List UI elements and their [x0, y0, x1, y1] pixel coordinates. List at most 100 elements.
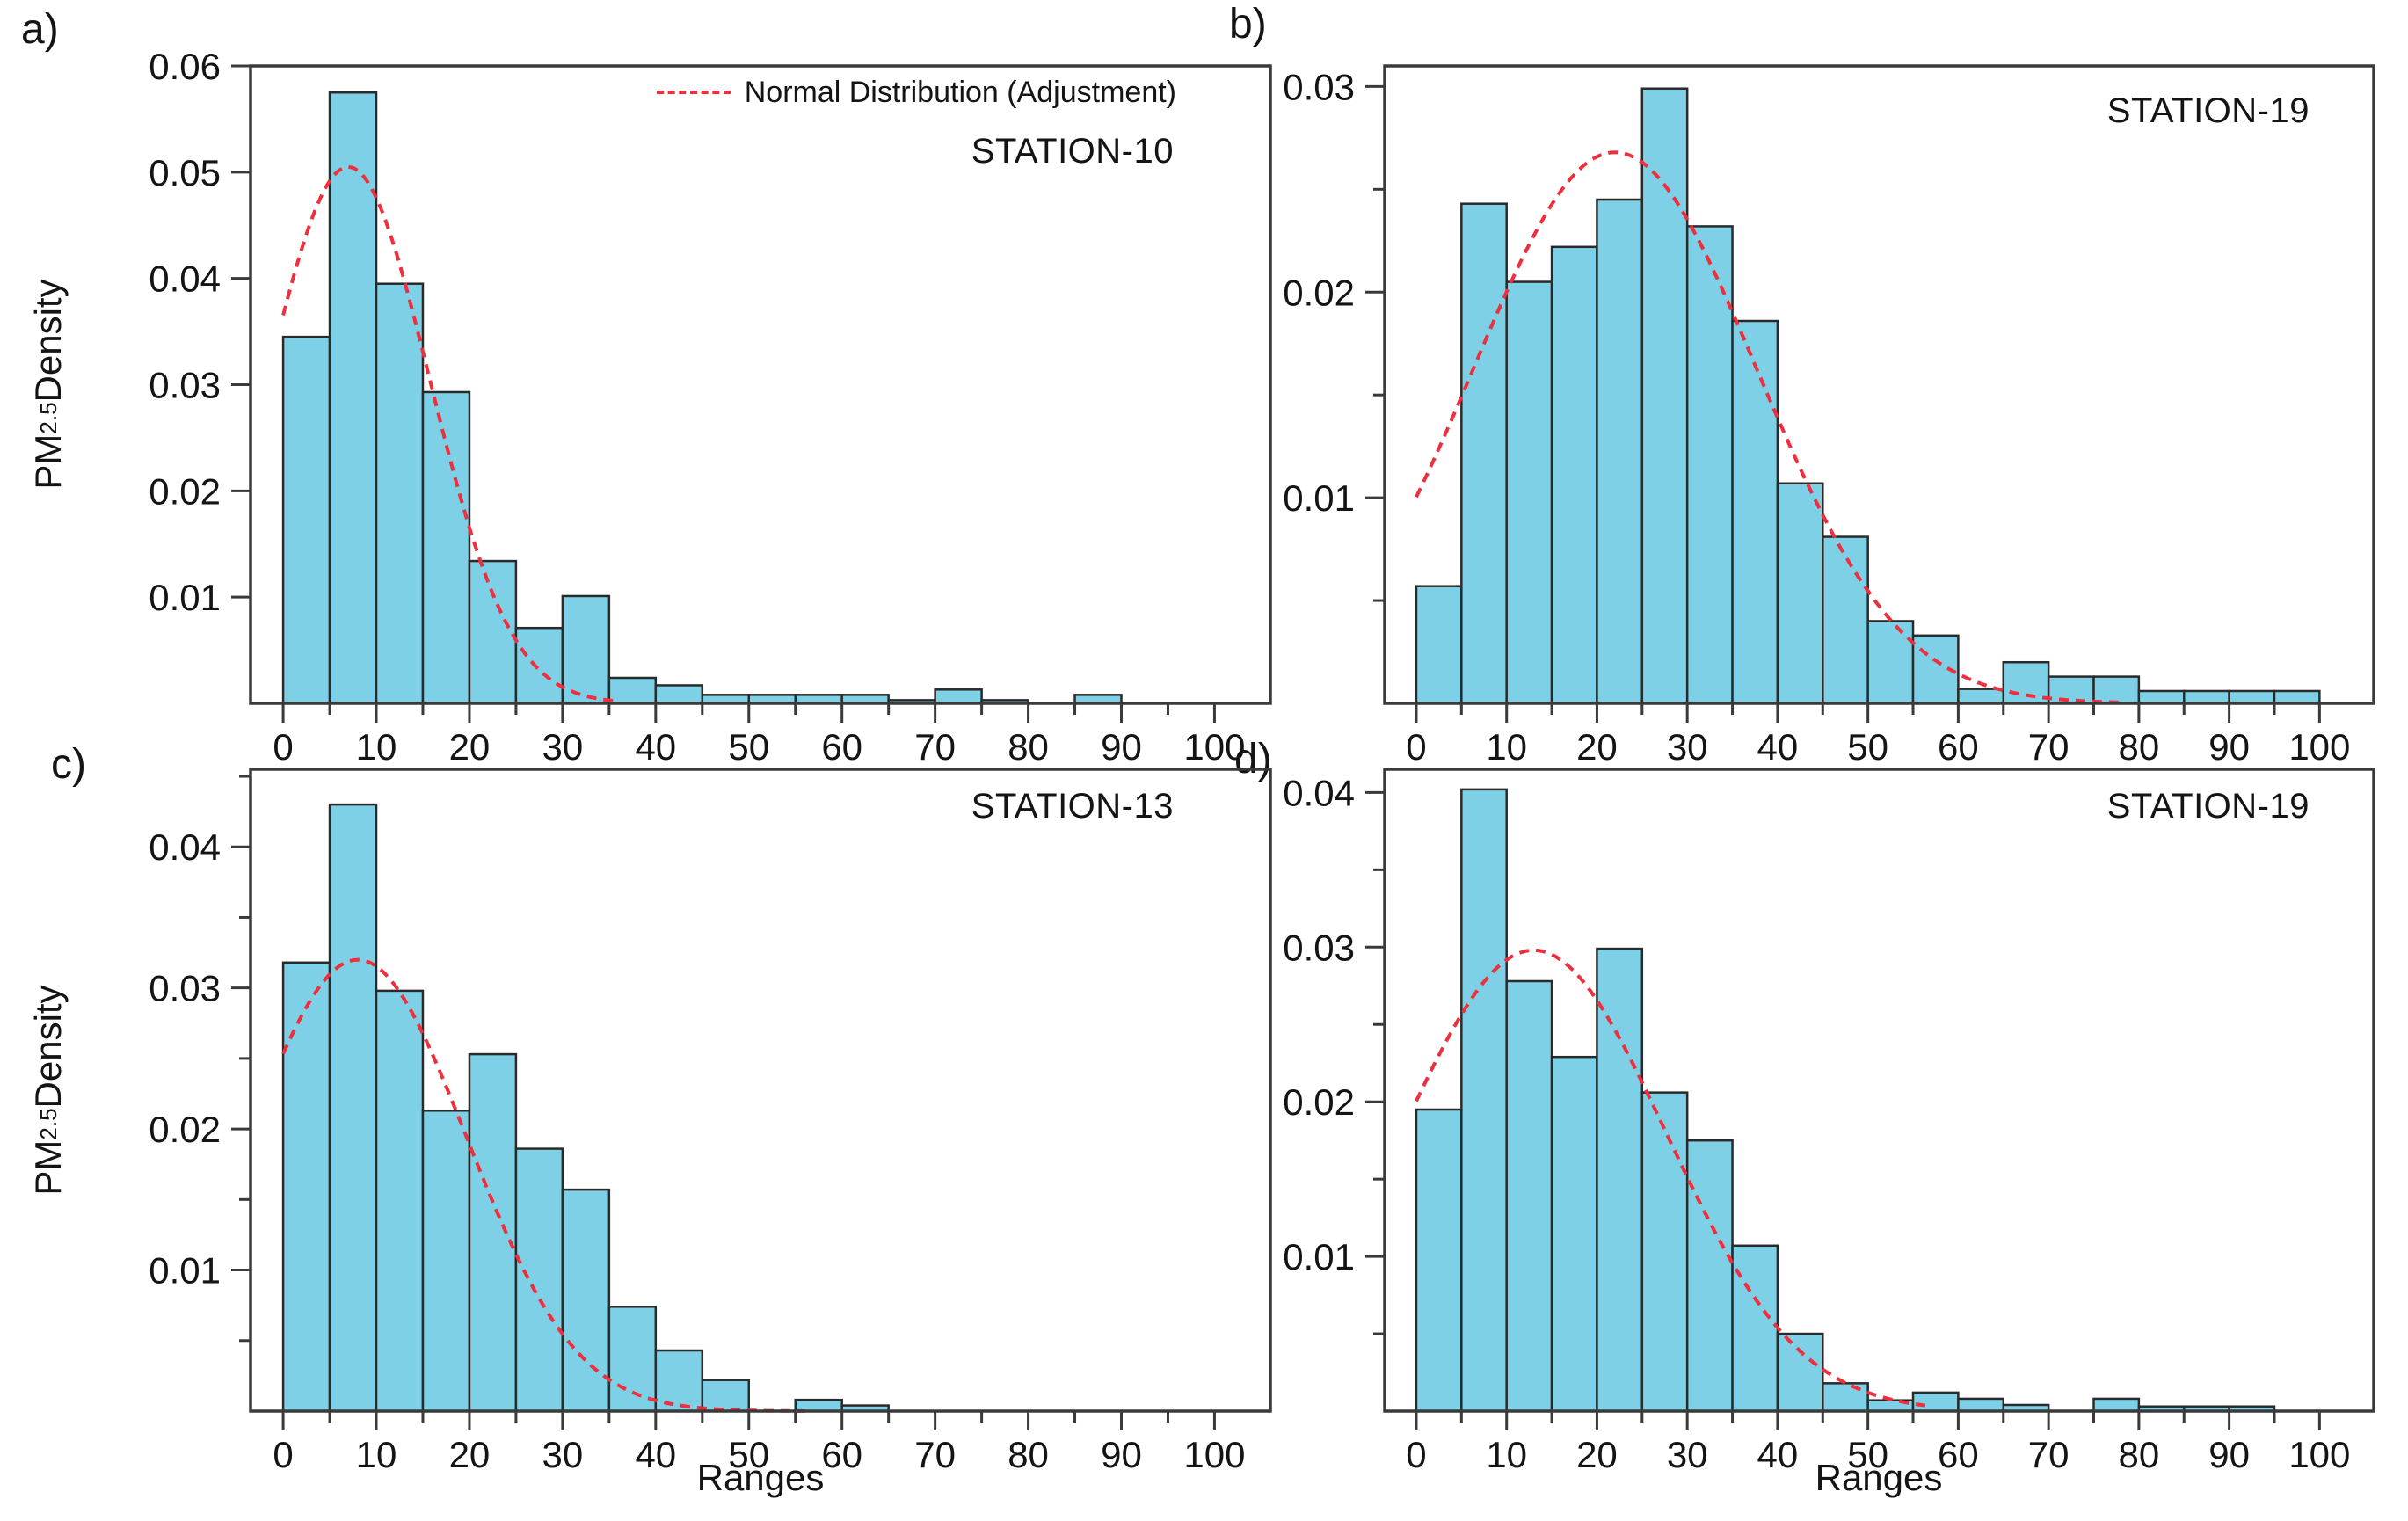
- x-tick-label: 30: [542, 1434, 584, 1475]
- x-tick-label: 70: [2028, 726, 2070, 768]
- histogram-bar: [2047, 675, 2095, 705]
- x-tick-label: 40: [1757, 726, 1799, 768]
- histogram-bar: [1596, 198, 1644, 705]
- x-tick-label: 50: [1847, 726, 1888, 768]
- histogram-bar: [1550, 1055, 1598, 1413]
- x-tick-label: 0: [1406, 726, 1426, 768]
- histogram-bar: [1822, 535, 1869, 705]
- histogram-chart-b: 0 10 20 30 40 50 60 70 80 90 100 0.01 0.02 0.03: [1283, 64, 2375, 768]
- histogram-bar: [1776, 482, 1824, 705]
- x-tick-label: 50: [728, 1434, 769, 1475]
- panel-station-19-top: 0 10 20 30 40 50 60 70 80 90 100 0.01 0.02 0.03 STATI…: [1213, 0, 2408, 768]
- histogram-bar: [328, 803, 378, 1413]
- histogram-bar: [421, 1110, 471, 1413]
- y-tick-label: 0.02: [149, 1109, 221, 1150]
- panel-letter-d: d): [1234, 736, 1272, 782]
- histogram-bar: [1822, 1382, 1869, 1413]
- x-tick-label: 40: [635, 1434, 676, 1475]
- histogram-bar: [1776, 1332, 1824, 1413]
- histogram-bar: [1685, 1139, 1734, 1413]
- x-tick-label: 70: [914, 1434, 956, 1475]
- x-tick-label: 60: [821, 1434, 862, 1475]
- histogram-bar: [607, 1306, 658, 1413]
- histogram-bar: [468, 559, 518, 705]
- histogram-bar: [2002, 660, 2050, 705]
- x-tick-label: 10: [356, 1434, 397, 1475]
- x-tick-label: 60: [1938, 1434, 1979, 1475]
- histogram-bar: [607, 676, 658, 705]
- x-axis-label: Ranges: [1815, 1457, 1943, 1498]
- x-tick-label: 60: [821, 726, 862, 768]
- histogram-bar: [514, 1147, 564, 1413]
- x-tick-label: 80: [1008, 726, 1049, 768]
- y-axis-label: PM 2.5 Density: [27, 985, 69, 1196]
- panel-station-10: 0 10 20 30 40 50 60 70 80 90 100 0.01 0.02 0.03 0.04 0.…: [0, 0, 1284, 768]
- histogram-chart-d: 0 10 20 30 40 50 60 70 80 90 100 0.01 0.02 0.03 0.04: [1283, 768, 2375, 1475]
- x-tick-label: 20: [449, 726, 491, 768]
- histogram-bar: [1911, 1391, 1960, 1413]
- x-tick-label: 0: [273, 1434, 293, 1475]
- y-tick-label: 0.04: [149, 258, 221, 300]
- y-tick-label: 0.05: [149, 152, 221, 193]
- histogram-bar: [934, 688, 983, 705]
- histogram-bar: [281, 335, 331, 705]
- histogram-bar: [514, 626, 564, 705]
- histogram-bar: [468, 1052, 518, 1413]
- y-tick-label: 0.02: [149, 470, 221, 512]
- x-tick-label: 80: [2119, 726, 2160, 768]
- station-label-d: STATION-19: [2106, 787, 2310, 826]
- histogram-bar: [2273, 689, 2321, 705]
- histogram-bar: [654, 684, 704, 705]
- x-tick-label: 90: [2208, 726, 2250, 768]
- x-tick-label: 90: [1101, 726, 1142, 768]
- legend: Normal Distribution (Adjustment): [656, 76, 1176, 109]
- histogram-bar: [421, 390, 471, 705]
- plot-frame: [1383, 768, 2375, 1413]
- normal-distribution-line-swatch: [656, 91, 731, 94]
- histogram-bar: [281, 961, 331, 1413]
- station-label-c: STATION-13: [971, 787, 1174, 826]
- x-axis-label: Ranges: [696, 1457, 825, 1498]
- histogram-bar: [1957, 1397, 2005, 1413]
- panel-station-19-bottom: 0 10 20 30 40 50 60 70 80 90 100 0.01 0.02 0.03 0.04 S…: [1213, 760, 2408, 1521]
- x-tick-label: 10: [356, 726, 397, 768]
- histogram-bar: [1505, 280, 1553, 705]
- x-tick-label: 40: [1757, 1434, 1799, 1475]
- histogram-bar: [561, 1188, 611, 1413]
- x-tick-label: 80: [1008, 1434, 1049, 1475]
- x-tick-label: 0: [273, 726, 293, 768]
- panel-station-13: 0 10 20 30 40 50 60 70 80 90 100 0.01 0.02 0.03 0.04 S…: [0, 760, 1284, 1521]
- legend-label: Normal Distribution (Adjustment): [744, 76, 1176, 109]
- x-tick-label: 100: [1183, 726, 1245, 768]
- y-axis-label: PM 2.5 Density: [27, 279, 69, 490]
- histogram-bar: [1550, 245, 1598, 705]
- y-tick-label: 0.01: [1283, 477, 1355, 519]
- histogram-bar: [1866, 620, 1915, 705]
- y-tick-label: 0.01: [1283, 1236, 1355, 1277]
- histogram-bar: [2228, 689, 2276, 705]
- x-tick-label: 50: [1847, 1434, 1888, 1475]
- x-tick-label: 20: [1576, 726, 1618, 768]
- panel-letter-c: c): [51, 741, 86, 788]
- x-tick-label: 0: [1406, 1434, 1426, 1475]
- y-tick-label: 0.02: [1283, 1081, 1355, 1123]
- y-tick-label: 0.01: [149, 1250, 221, 1292]
- station-label-b: STATION-19: [2106, 91, 2310, 130]
- x-tick-label: 30: [1667, 726, 1708, 768]
- histogram-bar: [2137, 689, 2186, 705]
- histogram-chart-c: 0 10 20 30 40 50 60 70 80 90 100 0.01 0.02 0.03 0.04: [149, 768, 1272, 1475]
- histogram-bar: [1505, 979, 1553, 1413]
- panel-letter-b: b): [1229, 1, 1267, 47]
- y-tick-label: 0.03: [149, 365, 221, 406]
- normal-distribution-curve: [1415, 150, 2121, 704]
- histogram-bar: [654, 1349, 704, 1413]
- x-tick-label: 100: [2288, 726, 2350, 768]
- y-tick-label: 0.04: [149, 826, 221, 868]
- histogram-bar: [1415, 585, 1463, 705]
- x-tick-label: 40: [635, 726, 676, 768]
- y-tick-label: 0.03: [1283, 927, 1355, 968]
- x-tick-label: 100: [2288, 1434, 2350, 1475]
- histogram-bar: [701, 1379, 751, 1413]
- x-tick-label: 20: [449, 1434, 491, 1475]
